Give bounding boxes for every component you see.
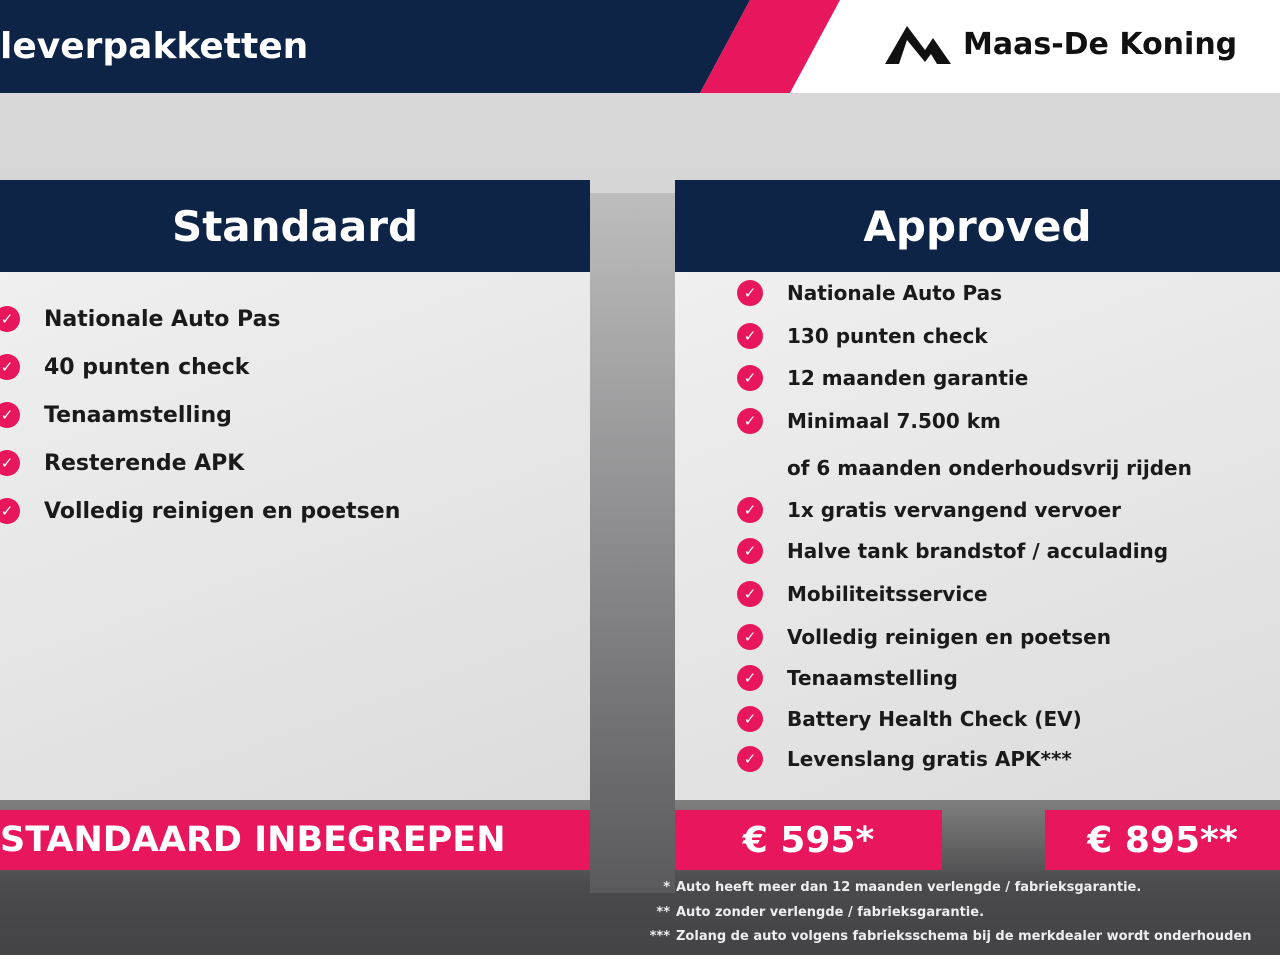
brand-mark-icon (885, 26, 951, 64)
navy-band (0, 0, 750, 93)
feature-text: Nationale Auto Pas (787, 281, 1003, 305)
feature-item: ✓ 12 maanden garantie (737, 365, 1028, 391)
feature-item: ✓ Tenaamstelling (737, 665, 958, 691)
feature-text: 130 punten check (787, 324, 988, 348)
check-icon: ✓ (737, 706, 763, 732)
footnote-text: Zolang de auto volgens fabrieksschema bi… (676, 929, 1252, 944)
standard-price-bar: STANDAARD INBEGREPEN (0, 810, 590, 870)
feature-text: 1x gratis vervangend vervoer (787, 498, 1122, 522)
standard-title: Standaard (0, 180, 590, 272)
feature-text: Minimaal 7.500 km (787, 409, 1001, 433)
check-icon: ✓ (737, 538, 763, 564)
standard-package-card: Standaard ✓ Nationale Auto Pas ✓ 40 punten … (0, 180, 590, 800)
approved-title: Approved (675, 180, 1280, 272)
feature-text: Levenslang gratis APK*** (787, 747, 1072, 771)
check-icon: ✓ (0, 450, 20, 476)
feature-text: of 6 maanden onderhoudsvrij rijden (787, 456, 1192, 480)
brand-logo: Maas-De Koning (885, 24, 1237, 64)
approved-package-card: Approved ✓ Nationale Auto Pas ✓ 130 punten … (675, 180, 1280, 800)
feature-item: ✓of 6 maanden onderhoudsvrij rijden (737, 455, 1192, 481)
footnote-mark: ** (656, 904, 670, 920)
feature-item: ✓ Tenaamstelling (0, 402, 232, 428)
check-icon: ✓ (737, 365, 763, 391)
feature-text: Volledig reinigen en poetsen (44, 498, 401, 524)
feature-text: Tenaamstelling (787, 666, 958, 690)
feature-item: ✓ Halve tank brandstof / acculading (737, 538, 1168, 564)
feature-item: ✓ 1x gratis vervangend vervoer (737, 497, 1121, 523)
feature-text: Battery Health Check (EV) (787, 707, 1082, 731)
feature-text: 12 maanden garantie (787, 366, 1029, 390)
feature-item: ✓ Resterende APK (0, 450, 244, 476)
feature-text: Resterende APK (44, 450, 245, 476)
feature-item: ✓ Mobiliteitsservice (737, 581, 988, 607)
feature-text: Volledig reinigen en poetsen (787, 625, 1111, 649)
footnote: *** Zolang de auto volgens fabrieksschema… (636, 925, 1252, 950)
check-icon: ✓ (737, 408, 763, 434)
feature-text: Mobiliteitsservice (787, 582, 988, 606)
feature-item: ✓ 40 punten check (0, 354, 249, 380)
feature-item: ✓ Levenslang gratis APK*** (737, 746, 1072, 772)
check-icon: ✓ (0, 354, 20, 380)
footnote: * Auto heeft meer dan 12 maanden verlengd… (636, 876, 1252, 901)
check-icon: ✓ (737, 665, 763, 691)
feature-text: Halve tank brandstof / acculading (787, 539, 1169, 563)
feature-item: ✓ Nationale Auto Pas (0, 306, 281, 332)
footnote-text: Auto heeft meer dan 12 maanden verlengde… (676, 880, 1142, 895)
check-icon: ✓ (0, 498, 20, 524)
page-title: leverpakketten (0, 26, 309, 67)
check-icon: ✓ (737, 581, 763, 607)
feature-text: 40 punten check (44, 354, 250, 380)
feature-item: ✓ Battery Health Check (EV) (737, 706, 1082, 732)
check-icon: ✓ (737, 746, 763, 772)
footnote-text: Auto zonder verlengde / fabrieksgarantie… (676, 904, 985, 920)
feature-item: ✓ Nationale Auto Pas (737, 280, 1002, 306)
check-icon: ✓ (0, 402, 20, 428)
feature-item: ✓ Volledig reinigen en poetsen (0, 498, 400, 524)
check-icon: ✓ (737, 323, 763, 349)
footnote-mark: *** (649, 929, 670, 944)
check-icon: ✓ (0, 306, 20, 332)
feature-item: ✓ Minimaal 7.500 km (737, 408, 1001, 434)
feature-text: Nationale Auto Pas (44, 306, 281, 332)
footnotes: * Auto heeft meer dan 12 maanden verlengd… (636, 876, 1252, 950)
header-banner: leverpakketten Maas-De Koning (0, 0, 1280, 93)
feature-item: ✓ Volledig reinigen en poetsen (737, 624, 1111, 650)
approved-price-895: € 895** (1045, 810, 1280, 870)
feature-text: Tenaamstelling (44, 402, 232, 428)
check-icon: ✓ (737, 624, 763, 650)
footnote-mark: * (663, 880, 670, 895)
footnote: ** Auto zonder verlengde / fabrieksgarant… (636, 901, 1252, 926)
approved-price-595: € 595* (675, 810, 942, 870)
check-icon: ✓ (737, 497, 763, 523)
brand-name: Maas-De Koning (963, 26, 1238, 62)
feature-item: ✓ 130 punten check (737, 323, 988, 349)
check-icon: ✓ (737, 280, 763, 306)
